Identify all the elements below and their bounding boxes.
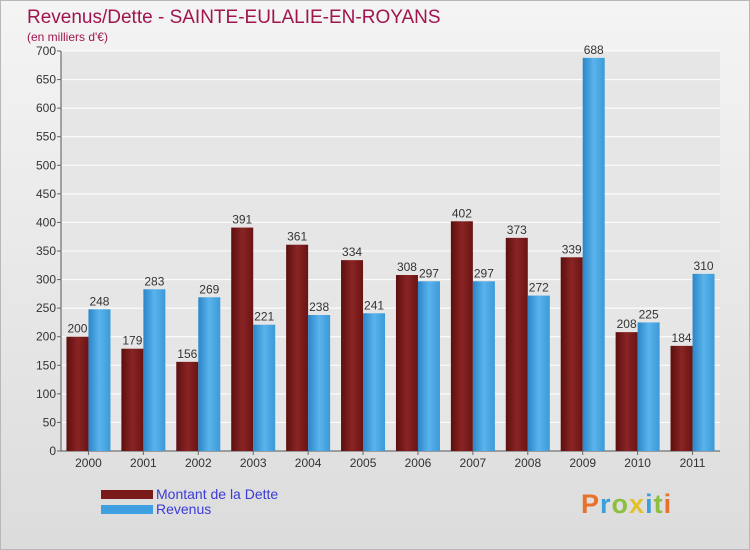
bar-debt-2007 [450, 221, 473, 451]
x-tick-label: 2001 [130, 456, 157, 470]
bar-revenue-2000 [88, 309, 111, 451]
x-tick-label: 2008 [514, 456, 541, 470]
bar-debt-2010 [615, 332, 638, 451]
legend: Montant de la Dette Revenus [101, 487, 278, 517]
data-label-revenue-2007: 297 [474, 266, 494, 280]
y-tick-label: 250 [36, 301, 56, 315]
data-label-revenue-2004: 238 [309, 300, 329, 314]
bar-revenue-2003 [253, 324, 276, 451]
logo-letter: x [629, 489, 646, 519]
logo-letter: i [663, 489, 673, 519]
data-label-debt-2001: 179 [122, 334, 142, 348]
legend-swatch-debt [101, 490, 153, 499]
y-tick-label: 300 [36, 273, 56, 287]
y-tick-label: 50 [43, 415, 57, 429]
bar-revenue-2006 [417, 281, 440, 451]
y-tick-label: 600 [36, 101, 56, 115]
logo-letter: P [581, 489, 601, 519]
bar-debt-2005 [341, 260, 364, 451]
data-label-revenue-2008: 272 [529, 281, 549, 295]
data-label-debt-2007: 402 [452, 206, 472, 220]
y-tick-label: 400 [36, 215, 56, 229]
bar-debt-2002 [176, 361, 199, 451]
proxiti-logo: Proxiti [581, 489, 672, 520]
bar-debt-2008 [505, 237, 528, 451]
chart-subtitle: (en milliers d'€) [27, 30, 108, 44]
x-tick-label: 2009 [569, 456, 596, 470]
bar-revenue-2009 [582, 57, 605, 451]
bar-revenue-2008 [527, 295, 550, 451]
x-tick-label: 2006 [405, 456, 432, 470]
bar-debt-2006 [395, 275, 418, 451]
bar-revenue-2001 [143, 289, 166, 451]
data-label-revenue-2003: 221 [254, 310, 274, 324]
y-tick-label: 200 [36, 330, 56, 344]
x-tick-label: 2003 [240, 456, 267, 470]
x-tick-label: 2005 [350, 456, 377, 470]
x-tick-label: 2007 [460, 456, 487, 470]
logo-letter: i [645, 489, 654, 519]
data-label-revenue-2011: 310 [694, 259, 714, 273]
bar-debt-2004 [286, 244, 309, 451]
x-tick-label: 2011 [680, 456, 706, 470]
x-tick-label: 2004 [295, 456, 322, 470]
y-tick-label: 0 [49, 444, 56, 458]
data-label-debt-2009: 339 [562, 242, 582, 256]
legend-swatch-revenue [101, 505, 153, 514]
bar-debt-2009 [560, 257, 583, 451]
y-tick-label: 500 [36, 158, 56, 172]
y-tick-label: 450 [36, 187, 56, 201]
y-tick-label: 700 [36, 44, 56, 58]
bar-revenue-2007 [472, 281, 495, 451]
bar-debt-2003 [231, 227, 254, 451]
data-label-revenue-2000: 248 [89, 294, 109, 308]
data-label-debt-2000: 200 [67, 322, 87, 336]
data-label-revenue-2005: 241 [364, 298, 384, 312]
data-label-revenue-2002: 269 [199, 282, 219, 296]
y-tick-label: 350 [36, 244, 56, 258]
x-tick-label: 2000 [75, 456, 102, 470]
data-label-debt-2002: 156 [177, 347, 197, 361]
data-label-revenue-2001: 283 [144, 274, 164, 288]
logo-letter: o [611, 489, 630, 519]
bar-revenue-2010 [637, 322, 660, 451]
bar-debt-2000 [66, 336, 89, 451]
legend-label-debt: Montant de la Dette [156, 486, 279, 502]
legend-item-debt: Montant de la Dette [101, 487, 278, 502]
bar-debt-2011 [670, 345, 693, 451]
data-label-debt-2010: 208 [617, 317, 637, 331]
logo-letter: r [600, 489, 612, 519]
y-tick-label: 550 [36, 130, 56, 144]
y-tick-label: 100 [36, 387, 56, 401]
data-label-debt-2006: 308 [397, 260, 417, 274]
bar-revenue-2002 [198, 297, 221, 451]
bar-revenue-2004 [308, 315, 331, 451]
data-label-revenue-2006: 297 [419, 266, 439, 280]
data-label-debt-2003: 391 [232, 213, 252, 227]
x-tick-label: 2010 [624, 456, 651, 470]
data-label-debt-2008: 373 [507, 223, 527, 237]
bar-revenue-2011 [692, 273, 715, 451]
y-tick-label: 650 [36, 73, 56, 87]
data-label-debt-2011: 184 [672, 331, 692, 345]
bar-debt-2001 [121, 348, 144, 451]
chart-title: Revenus/Dette - SAINTE-EULALIE-EN-ROYANS [27, 7, 441, 28]
bar-revenue-2005 [363, 313, 386, 451]
data-label-debt-2005: 334 [342, 245, 362, 259]
logo-letter: t [653, 489, 664, 519]
legend-label-revenue: Revenus [156, 501, 212, 517]
data-label-revenue-2009: 688 [584, 43, 604, 57]
y-tick-label: 150 [36, 358, 56, 372]
data-label-revenue-2010: 225 [639, 307, 659, 321]
legend-item-revenue: Revenus [101, 502, 278, 517]
data-label-debt-2004: 361 [287, 230, 307, 244]
x-tick-label: 2002 [185, 456, 212, 470]
